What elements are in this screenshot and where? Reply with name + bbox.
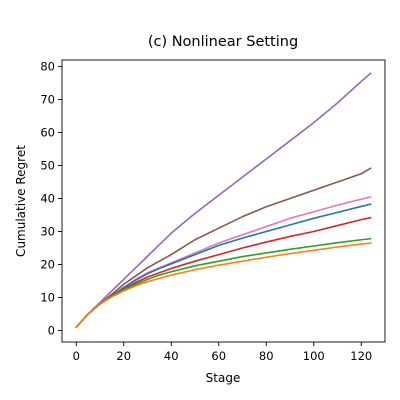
x-tick-label: 20 [116,349,131,363]
x-axis: 0 20 40 60 80 100 120 [73,342,372,363]
series-line-7 [75,242,372,328]
series-line-4 [75,203,372,328]
y-axis: 0 10 20 30 40 50 60 70 80 [40,60,62,337]
x-tick-label: 40 [164,349,179,363]
x-tick-label: 0 [73,349,80,363]
x-tick-label: 60 [211,349,226,363]
y-tick-label: 30 [40,225,55,239]
y-tick-label: 70 [40,93,55,107]
y-axis-label: Cumulative Regret [14,145,28,257]
x-tick-label: 100 [303,349,325,363]
x-tick-label: 120 [350,349,372,363]
y-tick-label: 40 [40,192,55,206]
series-line-2 [75,167,372,328]
series-line-1 [75,72,372,328]
y-tick-label: 50 [40,159,55,173]
y-tick-label: 10 [40,290,55,304]
y-tick-label: 60 [40,126,55,140]
series-line-3 [75,196,372,328]
series-line-5 [75,216,372,328]
x-axis-label: Stage [206,371,241,385]
y-tick-label: 0 [48,323,55,337]
x-tick-label: 80 [259,349,274,363]
plot-frame [61,59,386,343]
chart-title: (c) Nonlinear Setting [148,34,298,50]
y-tick-label: 20 [40,257,55,271]
y-tick-label: 80 [40,60,55,74]
series-layer [75,72,372,328]
